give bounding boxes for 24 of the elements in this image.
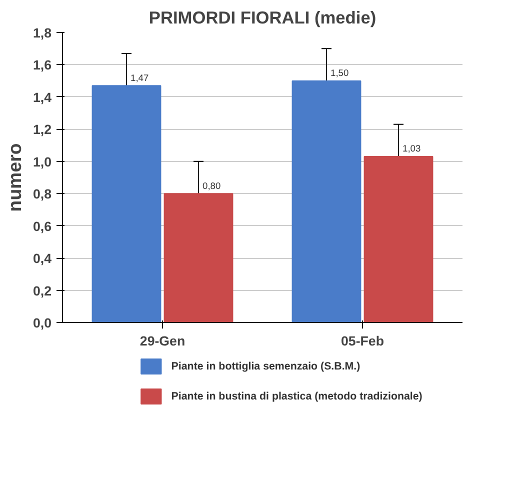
bar [292, 80, 362, 322]
x-tick-label: 05-Feb [341, 334, 384, 348]
y-tick-label: 1,4 [32, 90, 52, 105]
x-tick-label: 29-Gen [140, 334, 186, 348]
data-label: 1,03 [402, 144, 421, 154]
legend-label: Piante in bustina di plastica (metodo tradizionale) [171, 390, 423, 402]
y-tick-label: 1,0 [32, 154, 52, 170]
bar [164, 193, 234, 322]
data-label: 1,50 [330, 68, 349, 78]
y-tick-label: 0,6 [32, 218, 52, 234]
y-tick-label: 1,8 [32, 26, 52, 40]
bar [364, 156, 434, 322]
y-tick-label: 0,2 [32, 283, 52, 298]
y-tick-label: 1,2 [32, 122, 52, 138]
y-axis-title: numero [4, 143, 25, 212]
data-label: 0,80 [202, 180, 221, 191]
chart-title: PRIMORDI FIORALI (medie) [148, 8, 376, 28]
data-label: 1,47 [130, 72, 149, 83]
y-tick-label: 0,8 [32, 186, 52, 202]
y-tick-label: 1,6 [32, 58, 52, 73]
legend-label: Piante in bottiglia semenzaio (S.B.M.) [171, 360, 361, 372]
y-tick-label: 0,4 [32, 251, 52, 266]
y-tick-label: 0,0 [32, 316, 52, 330]
bar [92, 85, 162, 322]
